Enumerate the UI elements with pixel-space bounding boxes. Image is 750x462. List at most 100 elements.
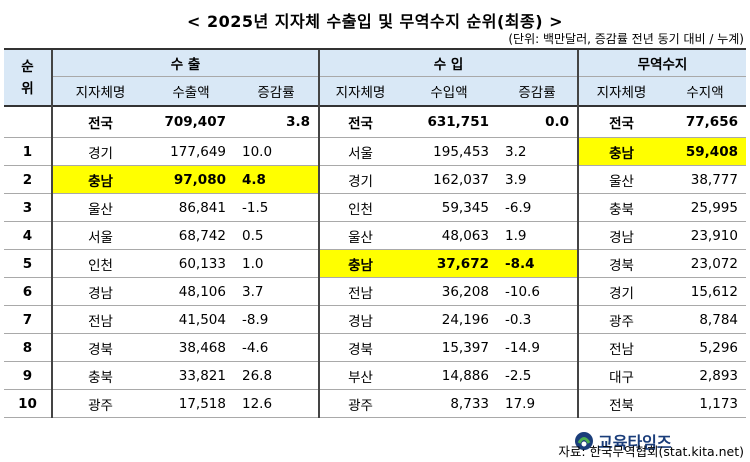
logo-mark-icon xyxy=(575,432,593,450)
import-region-cell: 인천 xyxy=(318,193,401,222)
export-growth-cell: 12.6 xyxy=(234,389,319,418)
trade-region-cell: 광주 xyxy=(577,305,664,334)
table-row: 4 서울 68,742 0.5 울산 48,063 1.9 경남 23,910 xyxy=(4,221,746,250)
header-row-columns: 지자체명 수출액 증감률 지자체명 수입액 증감률 지자체명 수지액 xyxy=(4,76,746,106)
export-growth-cell: 1.0 xyxy=(234,249,319,278)
header-import-growth: 증감률 xyxy=(497,76,578,106)
export-amount-cell: 17,518 xyxy=(148,389,234,418)
export-amount-cell: 33,821 xyxy=(148,361,234,390)
export-region-cell: 경남 xyxy=(51,277,148,306)
total-import-amount: 631,751 xyxy=(401,105,497,138)
total-import-region: 전국 xyxy=(318,105,401,138)
table-row: 3 울산 86,841 -1.5 인천 59,345 -6.9 충북 25,995 xyxy=(4,193,746,222)
import-growth-cell: -2.5 xyxy=(497,361,578,390)
table-row: 7 전남 41,504 -8.9 경남 24,196 -0.3 광주 8,784 xyxy=(4,305,746,334)
header-import-amount: 수입액 xyxy=(401,76,497,106)
import-growth-cell: 3.2 xyxy=(497,137,578,166)
total-import-growth: 0.0 xyxy=(497,105,578,138)
trade-balance-cell: 23,072 xyxy=(664,249,746,278)
export-amount-cell: 177,649 xyxy=(148,137,234,166)
rank-cell: 1 xyxy=(4,137,52,166)
export-region-cell: 서울 xyxy=(51,221,148,250)
header-export-region: 지자체명 xyxy=(51,76,148,106)
header-rank-label: 순위 xyxy=(21,58,34,97)
total-export-region: 전국 xyxy=(51,105,148,138)
import-amount-cell: 24,196 xyxy=(401,305,497,334)
import-region-cell: 전남 xyxy=(318,277,401,306)
export-growth-cell: 26.8 xyxy=(234,361,319,390)
import-region-cell: 경남 xyxy=(318,305,401,334)
export-region-cell: 인천 xyxy=(51,249,148,278)
import-region-cell: 충남 xyxy=(318,249,401,278)
header-trade-balance: 수지액 xyxy=(664,76,746,106)
import-growth-cell: -0.3 xyxy=(497,305,578,334)
trade-balance-cell: 8,784 xyxy=(664,305,746,334)
import-growth-cell: 17.9 xyxy=(497,389,578,418)
trade-region-cell: 전남 xyxy=(577,333,664,362)
trade-balance-cell: 23,910 xyxy=(664,221,746,250)
export-amount-cell: 60,133 xyxy=(148,249,234,278)
trade-region-cell: 경기 xyxy=(577,277,664,306)
export-amount-cell: 48,106 xyxy=(148,277,234,306)
import-amount-cell: 37,672 xyxy=(401,249,497,278)
rank-cell: 6 xyxy=(4,277,52,306)
table-row: 8 경북 38,468 -4.6 경북 15,397 -14.9 전남 5,296 xyxy=(4,333,746,362)
total-export-growth: 3.8 xyxy=(234,105,319,138)
header-export-amount: 수출액 xyxy=(148,76,234,106)
import-growth-cell: -14.9 xyxy=(497,333,578,362)
trade-region-cell: 경남 xyxy=(577,221,664,250)
trade-balance-cell: 25,995 xyxy=(664,193,746,222)
trade-region-cell: 전북 xyxy=(577,389,664,418)
table-row: 5 인천 60,133 1.0 충남 37,672 -8.4 경북 23,072 xyxy=(4,249,746,278)
export-growth-cell: 3.7 xyxy=(234,277,319,306)
rank-cell: 7 xyxy=(4,305,52,334)
import-region-cell: 서울 xyxy=(318,137,401,166)
import-region-cell: 울산 xyxy=(318,221,401,250)
rank-cell: 9 xyxy=(4,361,52,390)
export-region-cell: 충북 xyxy=(51,361,148,390)
table-row: 1 경기 177,649 10.0 서울 195,453 3.2 충남 59,408 xyxy=(4,137,746,166)
trade-balance-cell: 2,893 xyxy=(664,361,746,390)
import-amount-cell: 15,397 xyxy=(401,333,497,362)
source-note: 자료: 한국무역협회(stat.kita.net) xyxy=(558,444,744,459)
rank-cell: 4 xyxy=(4,221,52,250)
trade-balance-cell: 1,173 xyxy=(664,389,746,418)
logo-text: 교육타임즈 xyxy=(598,433,672,452)
table-row: 6 경남 48,106 3.7 전남 36,208 -10.6 경기 15,612 xyxy=(4,277,746,306)
header-export-growth: 증감률 xyxy=(234,76,319,106)
rank-cell: 3 xyxy=(4,193,52,222)
import-region-cell: 부산 xyxy=(318,361,401,390)
total-rank-cell xyxy=(4,105,52,138)
trade-balance-cell: 15,612 xyxy=(664,277,746,306)
header-rank: 순위 xyxy=(4,48,52,106)
table-row: 2 충남 97,080 4.8 경기 162,037 3.9 울산 38,777 xyxy=(4,165,746,194)
rank-cell: 10 xyxy=(4,389,52,418)
import-amount-cell: 59,345 xyxy=(401,193,497,222)
trade-region-cell: 경북 xyxy=(577,249,664,278)
import-amount-cell: 195,453 xyxy=(401,137,497,166)
unit-note: (단위: 백만달러, 증감률 전년 동기 대비 / 누계) xyxy=(508,32,744,46)
import-region-cell: 경기 xyxy=(318,165,401,194)
export-region-cell: 전남 xyxy=(51,305,148,334)
import-amount-cell: 8,733 xyxy=(401,389,497,418)
trade-region-cell: 대구 xyxy=(577,361,664,390)
total-trade-balance: 77,656 xyxy=(664,105,746,138)
header-import-region: 지자체명 xyxy=(318,76,401,106)
publisher-logo: 교육타임즈 xyxy=(572,428,700,454)
page-title: < 2025년 지자체 수출입 및 무역수지 순위(최종) > xyxy=(187,12,563,31)
export-region-cell: 울산 xyxy=(51,193,148,222)
export-amount-cell: 38,468 xyxy=(148,333,234,362)
total-export-amount: 709,407 xyxy=(148,105,234,138)
export-amount-cell: 86,841 xyxy=(148,193,234,222)
trade-balance-cell: 5,296 xyxy=(664,333,746,362)
header-trade-region: 지자체명 xyxy=(577,76,664,106)
export-region-cell: 경북 xyxy=(51,333,148,362)
export-region-cell: 충남 xyxy=(51,165,148,194)
import-growth-cell: -10.6 xyxy=(497,277,578,306)
table-row: 9 충북 33,821 26.8 부산 14,886 -2.5 대구 2,893 xyxy=(4,361,746,390)
export-amount-cell: 97,080 xyxy=(148,165,234,194)
total-row: 전국 709,407 3.8 전국 631,751 0.0 전국 77,656 xyxy=(4,105,746,138)
import-growth-cell: -6.9 xyxy=(497,193,578,222)
trade-balance-cell: 59,408 xyxy=(664,137,746,166)
trade-region-cell: 충남 xyxy=(577,137,664,166)
